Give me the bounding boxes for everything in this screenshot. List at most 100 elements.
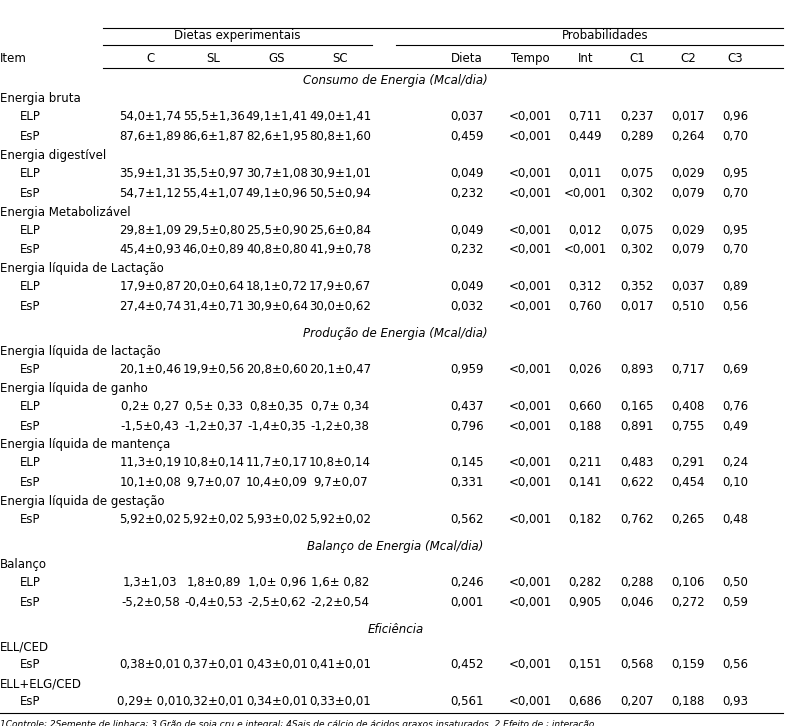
Text: 0,69: 0,69 <box>722 363 749 376</box>
Text: 0,026: 0,026 <box>569 363 602 376</box>
Text: EsP: EsP <box>20 595 40 608</box>
Text: 0,264: 0,264 <box>672 130 705 143</box>
Text: Energia líquida de Lactação: Energia líquida de Lactação <box>0 262 164 275</box>
Text: Dieta: Dieta <box>451 52 483 65</box>
Text: EsP: EsP <box>20 130 40 143</box>
Text: 0,755: 0,755 <box>672 420 705 433</box>
Text: 0,50: 0,50 <box>723 576 748 589</box>
Text: 25,6±0,84: 25,6±0,84 <box>309 224 371 237</box>
Text: C3: C3 <box>728 52 744 65</box>
Text: Tempo: Tempo <box>511 52 549 65</box>
Text: EsP: EsP <box>20 187 40 200</box>
Text: 29,5±0,80: 29,5±0,80 <box>183 224 244 237</box>
Text: EsP: EsP <box>20 658 40 672</box>
Text: 0,959: 0,959 <box>450 363 483 376</box>
Text: 1,6± 0,82: 1,6± 0,82 <box>311 576 369 589</box>
Text: -5,2±0,58: -5,2±0,58 <box>121 595 180 608</box>
Text: 0,075: 0,075 <box>620 167 653 180</box>
Text: Int: Int <box>577 52 593 65</box>
Text: 0,70: 0,70 <box>723 187 748 200</box>
Text: 0,89: 0,89 <box>723 280 748 293</box>
Text: 0,302: 0,302 <box>620 187 653 200</box>
Text: 0,24: 0,24 <box>722 457 749 469</box>
Text: <0,001: <0,001 <box>509 130 551 143</box>
Text: 0,165: 0,165 <box>620 399 653 412</box>
Text: 80,8±1,60: 80,8±1,60 <box>309 130 371 143</box>
Text: 10,8±0,14: 10,8±0,14 <box>183 457 244 469</box>
Text: <0,001: <0,001 <box>509 224 551 237</box>
Text: 20,8±0,60: 20,8±0,60 <box>246 363 308 376</box>
Text: 0,012: 0,012 <box>569 224 602 237</box>
Text: 25,5±0,90: 25,5±0,90 <box>246 224 308 237</box>
Text: 0,7± 0,34: 0,7± 0,34 <box>311 399 369 412</box>
Text: 0,437: 0,437 <box>450 399 483 412</box>
Text: ELP: ELP <box>20 576 40 589</box>
Text: Produção de Energia (Mcal/dia): Produção de Energia (Mcal/dia) <box>303 327 488 340</box>
Text: 0,017: 0,017 <box>672 110 705 123</box>
Text: 0,660: 0,660 <box>569 399 602 412</box>
Text: 20,1±0,46: 20,1±0,46 <box>119 363 181 376</box>
Text: 5,93±0,02: 5,93±0,02 <box>246 513 308 526</box>
Text: 0,76: 0,76 <box>722 399 749 412</box>
Text: 0,56: 0,56 <box>723 658 748 672</box>
Text: Eficiência: Eficiência <box>367 622 424 635</box>
Text: 0,891: 0,891 <box>620 420 653 433</box>
Text: Energia líquida de gestação: Energia líquida de gestação <box>0 495 165 508</box>
Text: 0,408: 0,408 <box>672 399 705 412</box>
Text: 0,32±0,01: 0,32±0,01 <box>183 696 244 708</box>
Text: 5,92±0,02: 5,92±0,02 <box>183 513 244 526</box>
Text: -1,5±0,43: -1,5±0,43 <box>121 420 180 433</box>
Text: 0,049: 0,049 <box>450 167 483 180</box>
Text: 0,56: 0,56 <box>723 300 748 313</box>
Text: EsP: EsP <box>20 476 40 489</box>
Text: 0,232: 0,232 <box>450 243 483 256</box>
Text: 5,92±0,02: 5,92±0,02 <box>119 513 181 526</box>
Text: 49,0±1,41: 49,0±1,41 <box>309 110 371 123</box>
Text: -2,2±0,54: -2,2±0,54 <box>311 595 369 608</box>
Text: 10,8±0,14: 10,8±0,14 <box>309 457 371 469</box>
Text: C2: C2 <box>680 52 696 65</box>
Text: ELP: ELP <box>20 224 40 237</box>
Text: <0,001: <0,001 <box>509 420 551 433</box>
Text: 30,7±1,08: 30,7±1,08 <box>246 167 308 180</box>
Text: 0,483: 0,483 <box>620 457 653 469</box>
Text: ELP: ELP <box>20 457 40 469</box>
Text: Energia bruta: Energia bruta <box>0 92 81 105</box>
Text: 0,079: 0,079 <box>672 187 705 200</box>
Text: <0,001: <0,001 <box>509 110 551 123</box>
Text: 35,9±1,31: 35,9±1,31 <box>119 167 181 180</box>
Text: Item: Item <box>0 52 27 65</box>
Text: 0,905: 0,905 <box>569 595 602 608</box>
Text: 18,1±0,72: 18,1±0,72 <box>246 280 308 293</box>
Text: 0,454: 0,454 <box>672 476 705 489</box>
Text: 0,037: 0,037 <box>672 280 705 293</box>
Text: <0,001: <0,001 <box>509 243 551 256</box>
Text: 0,449: 0,449 <box>569 130 602 143</box>
Text: 0,246: 0,246 <box>450 576 483 589</box>
Text: 0,762: 0,762 <box>620 513 653 526</box>
Text: ELP: ELP <box>20 280 40 293</box>
Text: 0,352: 0,352 <box>620 280 653 293</box>
Text: 0,106: 0,106 <box>672 576 705 589</box>
Text: 50,5±0,94: 50,5±0,94 <box>309 187 371 200</box>
Text: Energia Metabolizável: Energia Metabolizável <box>0 205 131 219</box>
Text: ELP: ELP <box>20 167 40 180</box>
Text: 0,38±0,01: 0,38±0,01 <box>119 658 181 672</box>
Text: Energia digestível: Energia digestível <box>0 149 106 162</box>
Text: ELL+ELG/CED: ELL+ELG/CED <box>0 677 82 690</box>
Text: Balanço de Energia (Mcal/dia): Balanço de Energia (Mcal/dia) <box>308 540 483 553</box>
Text: 1Controle; 2Semente de linhaça; 3 Grão de soja cru e integral; 4Sais de cálcio d: 1Controle; 2Semente de linhaça; 3 Grão d… <box>0 720 594 726</box>
Text: 0,049: 0,049 <box>450 280 483 293</box>
Text: -1,2±0,37: -1,2±0,37 <box>184 420 243 433</box>
Text: EsP: EsP <box>20 696 40 708</box>
Text: 17,9±0,87: 17,9±0,87 <box>119 280 181 293</box>
Text: 1,3±1,03: 1,3±1,03 <box>123 576 177 589</box>
Text: -2,5±0,62: -2,5±0,62 <box>248 595 306 608</box>
Text: 0,075: 0,075 <box>620 224 653 237</box>
Text: 55,4±1,07: 55,4±1,07 <box>183 187 244 200</box>
Text: 0,312: 0,312 <box>569 280 602 293</box>
Text: 10,1±0,08: 10,1±0,08 <box>119 476 181 489</box>
Text: 20,0±0,64: 20,0±0,64 <box>183 280 244 293</box>
Text: 55,5±1,36: 55,5±1,36 <box>183 110 244 123</box>
Text: 0,93: 0,93 <box>723 696 748 708</box>
